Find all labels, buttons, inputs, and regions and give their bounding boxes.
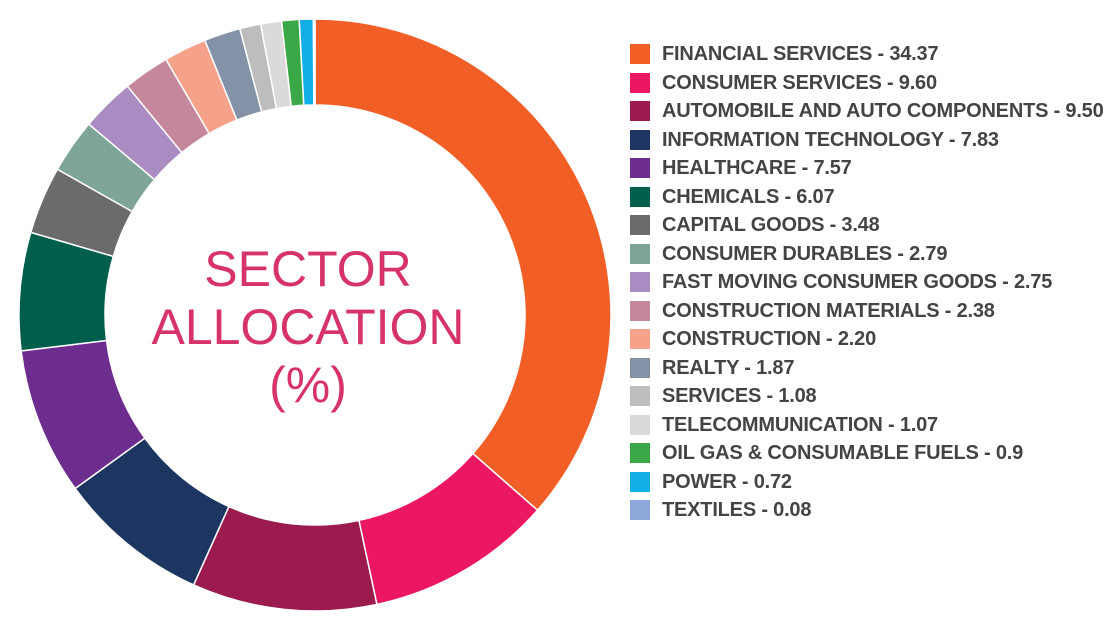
legend-item: SERVICES - 1.08 <box>630 382 1110 411</box>
donut-chart <box>18 18 612 612</box>
legend-label: POWER - 0.72 <box>662 470 792 493</box>
legend-item: OIL GAS & CONSUMABLE FUELS - 0.9 <box>630 439 1110 468</box>
center-label-line3: (%) <box>269 357 347 413</box>
legend-item: CONSUMER SERVICES - 9.60 <box>630 69 1110 98</box>
center-label: SECTOR ALLOCATION (%) <box>140 240 476 414</box>
legend-swatch <box>630 215 650 235</box>
legend-label: INFORMATION TECHNOLOGY - 7.83 <box>662 128 999 151</box>
donut-slice-financial-services <box>314 18 612 512</box>
legend-swatch <box>630 129 650 150</box>
legend-item: CONSTRUCTION MATERIALS - 2.38 <box>630 297 1110 326</box>
legend-swatch <box>630 414 650 435</box>
legend-swatch <box>630 272 650 292</box>
legend-swatch <box>630 471 650 492</box>
legend-label: TELECOMMUNICATION - 1.07 <box>662 413 938 436</box>
legend-swatch <box>630 158 650 178</box>
donut-slice-textiles <box>312 18 316 106</box>
legend-swatch <box>630 500 650 520</box>
legend-item: POWER - 0.72 <box>630 468 1110 497</box>
legend-label: FAST MOVING CONSUMER GOODS - 2.75 <box>662 271 1053 293</box>
legend-item: CONSUMER DURABLES - 2.79 <box>630 240 1110 269</box>
legend-label: CONSUMER DURABLES - 2.79 <box>662 242 948 265</box>
legend-label: REALTY - 1.87 <box>662 356 795 379</box>
legend: FINANCIAL SERVICES - 34.37 CONSUMER SERVI… <box>630 40 1110 525</box>
center-label-line2: ALLOCATION <box>151 299 465 355</box>
legend-label: CONSTRUCTION - 2.20 <box>662 328 877 350</box>
legend-swatch <box>630 186 650 207</box>
legend-label: CHEMICALS - 6.07 <box>662 185 835 208</box>
legend-item: CHEMICALS - 6.07 <box>630 183 1110 212</box>
legend-item: AUTOMOBILE AND AUTO COMPONENTS - 9.50 <box>630 97 1110 126</box>
legend-label: TEXTILES - 0.08 <box>662 499 812 521</box>
legend-item: INFORMATION TECHNOLOGY - 7.83 <box>630 126 1110 155</box>
legend-swatch <box>630 300 650 321</box>
legend-item: TEXTILES - 0.08 <box>630 496 1110 525</box>
legend-item: REALTY - 1.87 <box>630 354 1110 383</box>
legend-swatch <box>630 72 650 93</box>
legend-swatch <box>630 443 650 463</box>
center-label-line1: SECTOR <box>204 241 412 297</box>
legend-swatch <box>630 101 650 121</box>
legend-label: CONSTRUCTION MATERIALS - 2.38 <box>662 299 995 322</box>
legend-label: HEALTHCARE - 7.57 <box>662 157 852 179</box>
legend-item: FAST MOVING CONSUMER GOODS - 2.75 <box>630 268 1110 297</box>
legend-label: CONSUMER SERVICES - 9.60 <box>662 71 937 94</box>
legend-item: HEALTHCARE - 7.57 <box>630 154 1110 183</box>
legend-swatch <box>630 329 650 349</box>
legend-item: FINANCIAL SERVICES - 34.37 <box>630 40 1110 69</box>
legend-swatch <box>630 243 650 264</box>
legend-label: AUTOMOBILE AND AUTO COMPONENTS - 9.50 <box>662 100 1104 122</box>
legend-item: CAPITAL GOODS - 3.48 <box>630 211 1110 240</box>
legend-swatch <box>630 386 650 406</box>
legend-item: CONSTRUCTION - 2.20 <box>630 325 1110 354</box>
legend-label: CAPITAL GOODS - 3.48 <box>662 214 880 236</box>
legend-swatch <box>630 357 650 378</box>
legend-item: TELECOMMUNICATION - 1.07 <box>630 411 1110 440</box>
legend-label: FINANCIAL SERVICES - 34.37 <box>662 43 939 65</box>
legend-swatch <box>630 44 650 64</box>
legend-label: OIL GAS & CONSUMABLE FUELS - 0.9 <box>662 442 1024 464</box>
legend-label: SERVICES - 1.08 <box>662 385 817 407</box>
